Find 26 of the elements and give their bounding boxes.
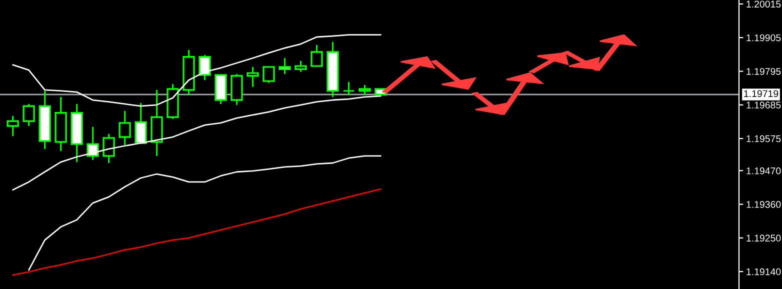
candlestick [342,81,355,96]
candlestick [310,44,323,67]
y-tick-label: 1.19470 [746,167,781,174]
line-series [28,155,382,271]
y-tick-label: 1.19575 [746,135,781,142]
ref-line-label: 1.19719 [744,90,778,98]
y-tick-label: 1.19250 [746,234,781,242]
candlestick [86,126,99,161]
line-series [12,188,382,276]
candlestick [118,110,131,146]
candlestick [102,133,115,164]
candlestick [358,84,371,96]
candlestick [246,66,259,88]
candlestick [294,60,307,73]
y-tick-label: 1.19140 [746,268,781,276]
y-tick-label: 1.19905 [746,34,781,42]
candlestick [6,115,19,137]
line-series [12,34,382,107]
y-tick-label: 1.19360 [746,201,781,208]
y-tick-label: 1.20015 [746,0,781,8]
y-tick-label: 1.19685 [746,102,781,109]
candlestick [22,103,35,127]
candlestick [262,66,275,84]
y-tick-label: 1.19795 [746,68,781,75]
candlestick [198,54,211,81]
candlestick [278,57,291,75]
